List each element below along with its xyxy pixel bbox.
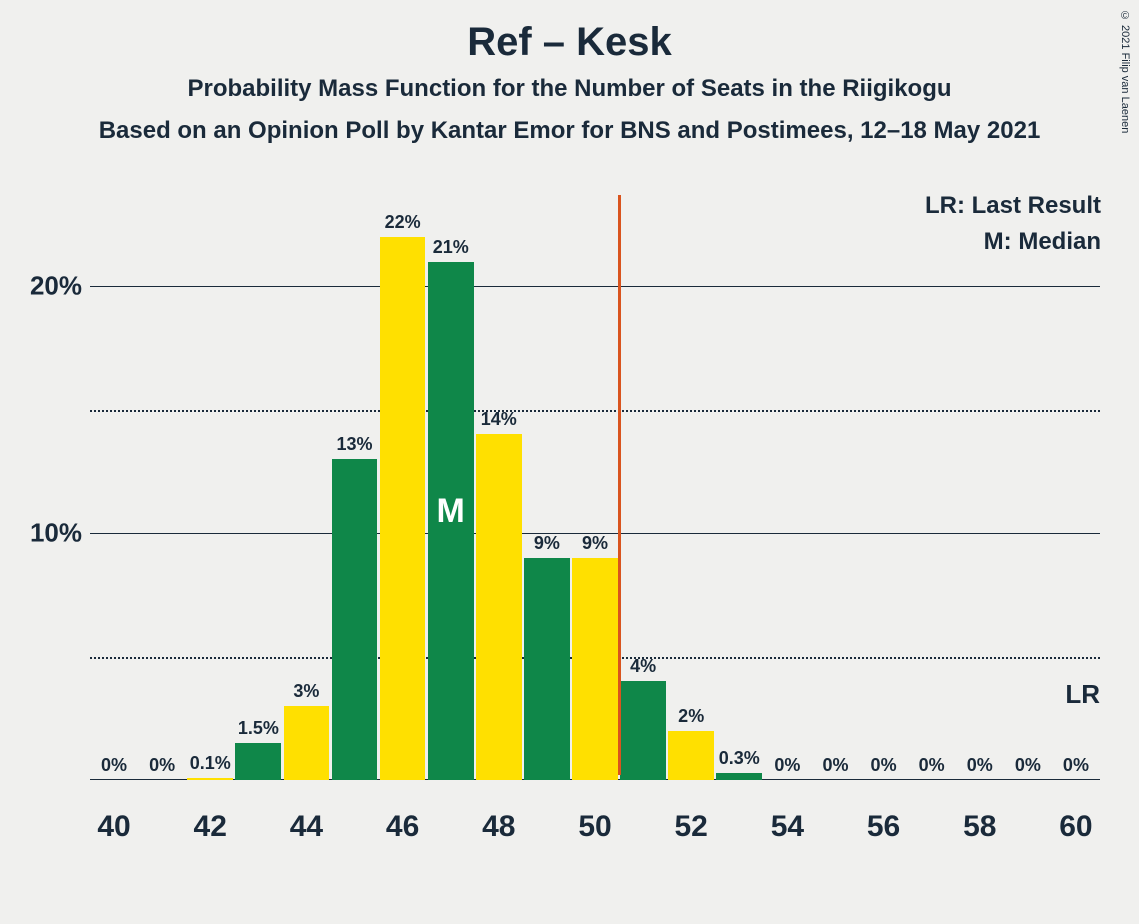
bar-value-label: 14% <box>481 409 517 430</box>
bar-value-label: 0% <box>919 755 945 776</box>
x-tick-label: 46 <box>386 810 419 844</box>
y-tick-label: 10% <box>20 518 82 549</box>
bar <box>572 558 618 780</box>
bar <box>524 558 570 780</box>
bar-value-label: 22% <box>385 212 421 233</box>
bar <box>620 681 666 780</box>
bar <box>235 743 281 780</box>
x-tick-label: 56 <box>867 810 900 844</box>
bar-value-label: 4% <box>630 656 656 677</box>
bar <box>332 459 378 780</box>
chart-title: Ref – Kesk <box>0 0 1139 65</box>
last-result-line <box>618 195 621 775</box>
bar <box>476 434 522 780</box>
bar-value-label: 2% <box>678 706 704 727</box>
x-tick-label: 54 <box>771 810 804 844</box>
bar-value-label: 0% <box>149 755 175 776</box>
bar-value-label: 0% <box>822 755 848 776</box>
bar-value-label: 9% <box>582 533 608 554</box>
x-tick-label: 52 <box>675 810 708 844</box>
x-tick-label: 44 <box>290 810 323 844</box>
bar-value-label: 1.5% <box>238 718 279 739</box>
bar-value-label: 0.3% <box>719 748 760 769</box>
bar <box>716 773 762 780</box>
gridline-minor <box>90 410 1100 412</box>
chart-subtitle-2: Based on an Opinion Poll by Kantar Emor … <box>0 117 1139 145</box>
bar <box>668 731 714 780</box>
chart-plot-area: 10%20%0%0%0.1%1.5%3%13%22%21%M14%9%9%4%2… <box>90 200 1100 780</box>
x-tick-label: 60 <box>1059 810 1092 844</box>
x-tick-label: 42 <box>194 810 227 844</box>
bar <box>284 706 330 780</box>
chart-subtitle-1: Probability Mass Function for the Number… <box>0 75 1139 103</box>
x-tick-label: 50 <box>578 810 611 844</box>
bar-value-label: 0% <box>101 755 127 776</box>
bar <box>187 778 233 780</box>
x-tick-label: 40 <box>97 810 130 844</box>
y-tick-label: 20% <box>20 271 82 302</box>
x-tick-label: 58 <box>963 810 996 844</box>
bar-value-label: 0.1% <box>190 753 231 774</box>
bar-value-label: 0% <box>774 755 800 776</box>
bar-value-label: 21% <box>433 237 469 258</box>
bar <box>380 237 426 780</box>
gridline-major <box>90 286 1100 287</box>
bar-value-label: 0% <box>967 755 993 776</box>
x-tick-label: 48 <box>482 810 515 844</box>
bar-value-label: 0% <box>1063 755 1089 776</box>
lr-axis-label: LR <box>1065 679 1100 710</box>
bar-value-label: 0% <box>1015 755 1041 776</box>
bar-value-label: 13% <box>337 434 373 455</box>
bar-value-label: 3% <box>293 681 319 702</box>
median-marker: M <box>437 492 465 531</box>
bar-value-label: 9% <box>534 533 560 554</box>
copyright-text: © 2021 Filip van Laenen <box>1119 10 1131 133</box>
bar-value-label: 0% <box>871 755 897 776</box>
